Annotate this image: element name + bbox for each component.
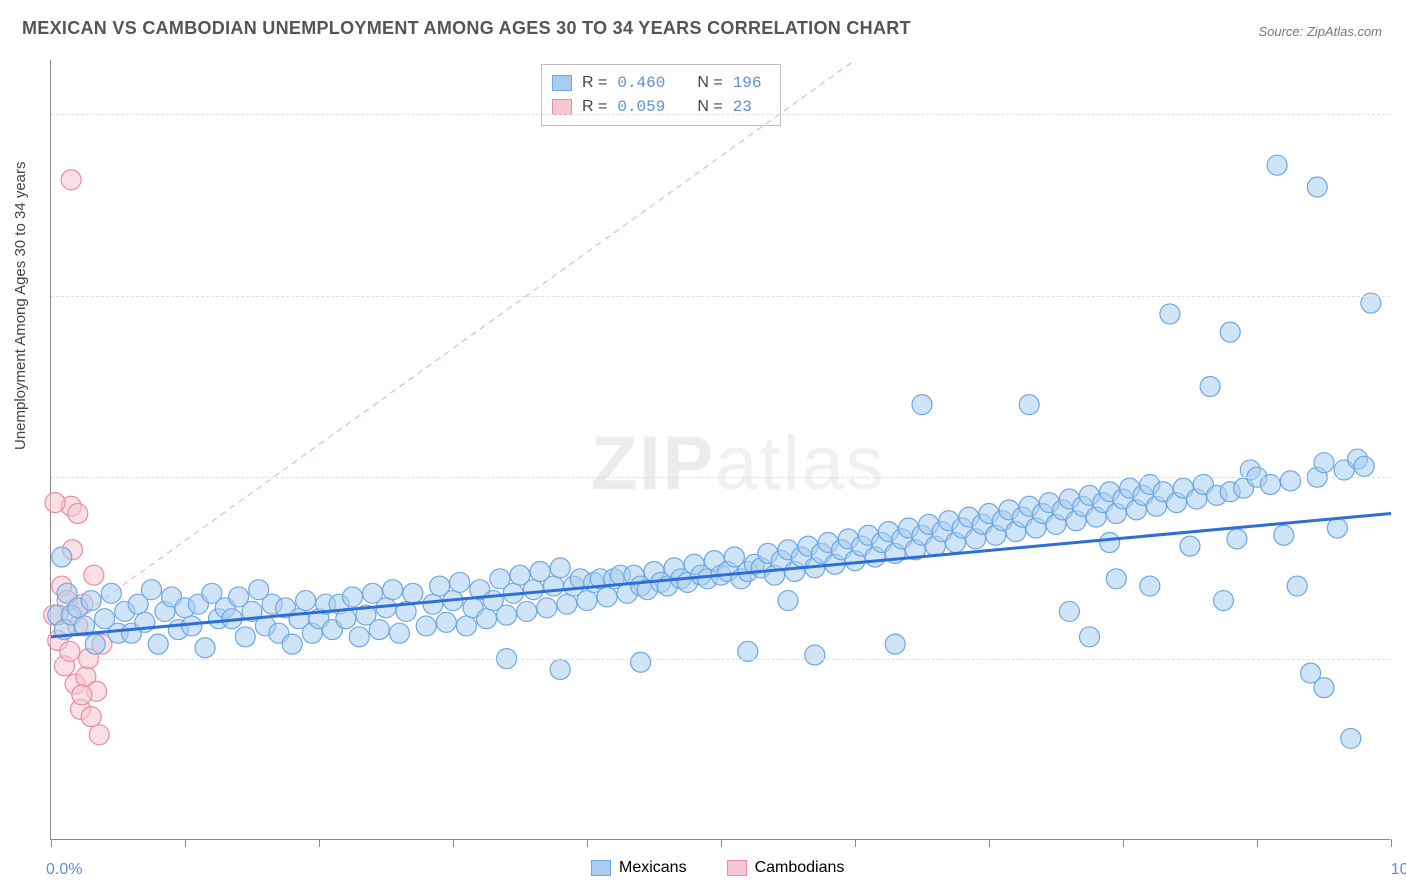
scatter-point — [369, 620, 389, 640]
chart-title: MEXICAN VS CAMBODIAN UNEMPLOYMENT AMONG … — [22, 18, 911, 39]
scatter-point — [631, 652, 651, 672]
plot-area: ZIPatlas R =0.460N =196R =0.059N = 23 Me… — [50, 60, 1390, 840]
scatter-point — [805, 645, 825, 665]
scatter-point — [550, 558, 570, 578]
scatter-point — [389, 623, 409, 643]
series-legend-item: Cambodians — [727, 859, 845, 877]
scatter-point — [1314, 453, 1334, 473]
scatter-point — [1059, 601, 1079, 621]
scatter-point — [544, 576, 564, 596]
gridline-h — [51, 114, 1390, 115]
scatter-point — [148, 634, 168, 654]
x-tick — [51, 839, 52, 847]
scatter-point — [1220, 322, 1240, 342]
scatter-point — [912, 395, 932, 415]
scatter-point — [195, 638, 215, 658]
scatter-point — [343, 587, 363, 607]
scatter-point — [1100, 533, 1120, 553]
scatter-point — [477, 609, 497, 629]
scatter-point — [296, 591, 316, 611]
scatter-point — [89, 725, 109, 745]
scatter-point — [81, 591, 101, 611]
scatter-point — [423, 594, 443, 614]
x-tick — [587, 839, 588, 847]
scatter-point — [1080, 627, 1100, 647]
x-tick — [1257, 839, 1258, 847]
series-legend-label: Cambodians — [755, 859, 845, 877]
scatter-point — [81, 707, 101, 727]
scatter-point — [61, 170, 81, 190]
scatter-point — [1140, 576, 1160, 596]
scatter-point — [1180, 536, 1200, 556]
scatter-point — [1106, 569, 1126, 589]
scatter-point — [1160, 304, 1180, 324]
source-attribution: Source: ZipAtlas.com — [1258, 24, 1382, 39]
scatter-point — [523, 580, 543, 600]
scatter-point — [45, 493, 65, 513]
gridline-h — [51, 659, 1390, 660]
scatter-point — [778, 591, 798, 611]
scatter-point — [349, 627, 369, 647]
series-legend: Mexicans Cambodians — [591, 859, 844, 877]
scatter-point — [1287, 576, 1307, 596]
x-tick — [185, 839, 186, 847]
scatter-svg — [51, 60, 1390, 839]
trendline-mexican — [51, 513, 1391, 636]
scatter-point — [456, 616, 476, 636]
scatter-point — [72, 685, 92, 705]
scatter-point — [101, 583, 121, 603]
series-legend-label: Mexicans — [619, 859, 687, 877]
x-tick-label: 0.0% — [46, 861, 82, 879]
scatter-point — [142, 580, 162, 600]
x-tick — [1123, 839, 1124, 847]
scatter-point — [1327, 518, 1347, 538]
scatter-point — [1354, 456, 1374, 476]
gridline-h — [51, 296, 1390, 297]
scatter-point — [550, 659, 570, 679]
legend-swatch — [591, 860, 611, 876]
x-tick — [855, 839, 856, 847]
scatter-point — [1314, 678, 1334, 698]
scatter-point — [1341, 728, 1361, 748]
scatter-point — [557, 594, 577, 614]
scatter-point — [1307, 177, 1327, 197]
scatter-point — [85, 634, 105, 654]
scatter-point — [537, 598, 557, 618]
x-tick — [319, 839, 320, 847]
legend-swatch — [727, 860, 747, 876]
gridline-h — [51, 477, 1390, 478]
x-tick — [989, 839, 990, 847]
scatter-point — [597, 587, 617, 607]
scatter-point — [1214, 591, 1234, 611]
scatter-point — [84, 565, 104, 585]
scatter-point — [1227, 529, 1247, 549]
scatter-point — [416, 616, 436, 636]
scatter-point — [1281, 471, 1301, 491]
scatter-point — [1019, 395, 1039, 415]
series-legend-item: Mexicans — [591, 859, 687, 877]
y-axis-label: Unemployment Among Ages 30 to 34 years — [12, 161, 29, 450]
scatter-point — [383, 580, 403, 600]
scatter-point — [52, 547, 72, 567]
scatter-point — [282, 634, 302, 654]
scatter-point — [1274, 525, 1294, 545]
x-tick — [453, 839, 454, 847]
x-tick — [1391, 839, 1392, 847]
scatter-point — [403, 583, 423, 603]
scatter-point — [577, 591, 597, 611]
x-tick — [721, 839, 722, 847]
scatter-point — [436, 612, 456, 632]
scatter-point — [68, 503, 88, 523]
scatter-point — [235, 627, 255, 647]
x-tick-label: 100.0% — [1391, 861, 1406, 879]
scatter-point — [1267, 155, 1287, 175]
scatter-point — [450, 572, 470, 592]
scatter-point — [885, 634, 905, 654]
scatter-point — [517, 601, 537, 621]
scatter-point — [1200, 377, 1220, 397]
scatter-point — [497, 605, 517, 625]
